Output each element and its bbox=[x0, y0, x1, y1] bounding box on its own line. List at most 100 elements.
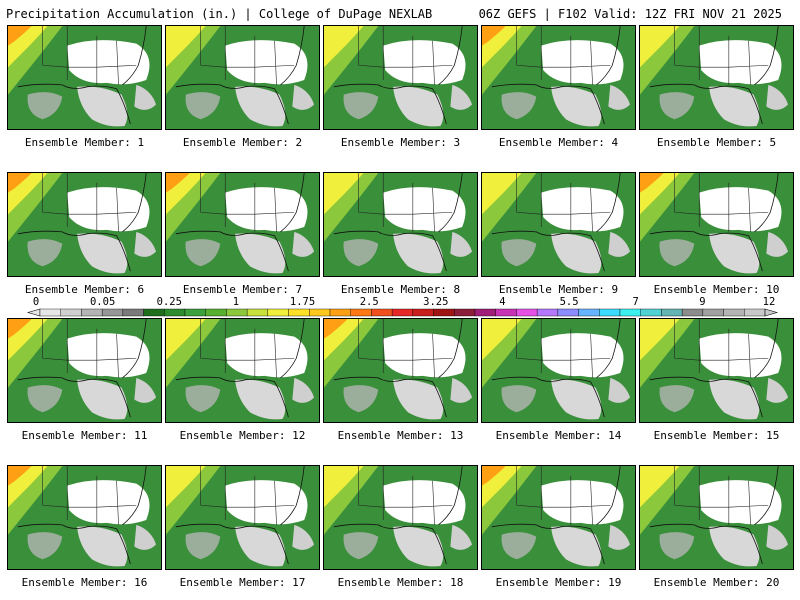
precip-map-20 bbox=[640, 466, 793, 569]
colorbar-swatch bbox=[744, 308, 766, 317]
colorbar-tick-label: 0 bbox=[32, 296, 40, 308]
colorbar-swatch bbox=[288, 308, 310, 317]
colorbar-tick-label: 3.25 bbox=[423, 296, 449, 308]
precip-map-12 bbox=[166, 319, 319, 422]
colorbar-swatch bbox=[578, 308, 600, 317]
colorbar-swatch bbox=[702, 308, 724, 317]
colorbar-tick-label: 4 bbox=[499, 296, 506, 308]
precip-map-1 bbox=[8, 26, 161, 129]
colorbar-tick-label: 2.5 bbox=[359, 296, 379, 308]
colorbar-swatch bbox=[226, 308, 248, 317]
colorbar-swatch bbox=[39, 308, 61, 317]
colorbar-swatch bbox=[81, 308, 103, 317]
precip-map-3 bbox=[324, 26, 477, 129]
ensemble-member-label: Ensemble Member: 20 bbox=[653, 576, 780, 589]
precip-map-10 bbox=[640, 173, 793, 276]
colorbar-swatch bbox=[723, 308, 745, 317]
colorbar-swatch bbox=[101, 308, 124, 317]
colorbar-swatch bbox=[681, 308, 704, 317]
precip-map-4 bbox=[482, 26, 635, 129]
precip-map-14 bbox=[482, 319, 635, 422]
colorbar-tick-label: 0.25 bbox=[156, 296, 182, 308]
precip-map-19 bbox=[482, 466, 635, 569]
colorbar-max-arrow bbox=[764, 308, 779, 317]
ensemble-panel-20 bbox=[639, 465, 794, 570]
ensemble-panel-19 bbox=[481, 465, 636, 570]
ensemble-member-label: Ensemble Member: 7 bbox=[182, 283, 303, 296]
ensemble-panel-17 bbox=[165, 465, 320, 570]
colorbar-tick-label: 7 bbox=[632, 296, 639, 308]
ensemble-panel-12 bbox=[165, 318, 320, 423]
colorbar-swatch bbox=[371, 308, 393, 317]
colorbar-min-arrow bbox=[26, 308, 41, 317]
ensemble-member-label: Ensemble Member: 12 bbox=[179, 429, 306, 442]
colorbar-swatch bbox=[391, 308, 414, 317]
precip-map-11 bbox=[8, 319, 161, 422]
precip-map-5 bbox=[640, 26, 793, 129]
precip-map-2 bbox=[166, 26, 319, 129]
ensemble-member-label: Ensemble Member: 6 bbox=[24, 283, 145, 296]
colorbar-swatch bbox=[433, 308, 455, 317]
colorbar-swatch bbox=[184, 308, 206, 317]
ensemble-member-label: Ensemble Member: 8 bbox=[340, 283, 461, 296]
colorbar-swatch bbox=[599, 308, 621, 317]
colorbar-swatch bbox=[246, 308, 269, 317]
colorbar-swatch bbox=[60, 308, 82, 317]
colorbar-swatch bbox=[516, 308, 538, 317]
colorbar-swatch bbox=[122, 308, 144, 317]
ensemble-panel-15 bbox=[639, 318, 794, 423]
colorbar-tick-label: 12 bbox=[762, 296, 776, 308]
colorbar-swatch bbox=[143, 308, 165, 317]
map-title: Precipitation Accumulation (in.) | Colle… bbox=[6, 7, 433, 21]
ensemble-panel-13 bbox=[323, 318, 478, 423]
ensemble-member-label: Ensemble Member: 14 bbox=[495, 429, 622, 442]
ensemble-panel-7 bbox=[165, 172, 320, 277]
colorbar-swatch bbox=[619, 308, 641, 317]
precip-map-17 bbox=[166, 466, 319, 569]
ensemble-panel-16 bbox=[7, 465, 162, 570]
colorbar-swatch bbox=[495, 308, 517, 317]
precip-map-13 bbox=[324, 319, 477, 422]
ensemble-panel-11 bbox=[7, 318, 162, 423]
colorbar-tick-label: 1 bbox=[232, 296, 240, 308]
ensemble-member-label: Ensemble Member: 18 bbox=[337, 576, 464, 589]
colorbar-swatch bbox=[164, 308, 186, 317]
colorbar-swatch bbox=[536, 308, 559, 317]
ensemble-member-label: Ensemble Member: 17 bbox=[179, 576, 306, 589]
colorbar-swatch bbox=[640, 308, 662, 317]
colorbar-swatch bbox=[350, 308, 372, 317]
colorbar-tick-label: 0.05 bbox=[89, 296, 116, 308]
colorbar-tick-label: 1.75 bbox=[289, 296, 316, 308]
ensemble-member-label: Ensemble Member: 4 bbox=[498, 136, 619, 149]
ensemble-member-label: Ensemble Member: 2 bbox=[182, 136, 303, 149]
colorbar-swatch bbox=[474, 308, 496, 317]
ensemble-member-label: Ensemble Member: 3 bbox=[340, 136, 461, 149]
precipitation-colorbar bbox=[26, 308, 779, 317]
colorbar-swatch bbox=[205, 308, 227, 317]
ensemble-panel-1 bbox=[7, 25, 162, 130]
colorbar-swatch bbox=[267, 308, 289, 317]
ensemble-panel-5 bbox=[639, 25, 794, 130]
ensemble-panel-4 bbox=[481, 25, 636, 130]
precip-map-6 bbox=[8, 173, 161, 276]
colorbar-tick-label: 9 bbox=[699, 296, 706, 308]
colorbar-swatch bbox=[412, 308, 434, 317]
ensemble-member-label: Ensemble Member: 1 bbox=[24, 136, 145, 149]
precip-map-7 bbox=[166, 173, 319, 276]
ensemble-panel-2 bbox=[165, 25, 320, 130]
ensemble-panel-6 bbox=[7, 172, 162, 277]
colorbar-labels: 0 0.05 0.25 1 1.75 2.5 3.25 4 5.5 7 9 12 bbox=[0, 296, 800, 308]
colorbar-swatch bbox=[454, 308, 476, 317]
ensemble-member-label: Ensemble Member: 19 bbox=[495, 576, 622, 589]
precip-map-9 bbox=[482, 173, 635, 276]
ensemble-member-label: Ensemble Member: 11 bbox=[21, 429, 148, 442]
colorbar-swatch bbox=[661, 308, 683, 317]
precip-map-16 bbox=[8, 466, 161, 569]
colorbar-tick-label: 5.5 bbox=[559, 296, 579, 308]
colorbar-swatch bbox=[557, 308, 579, 317]
ensemble-panel-9 bbox=[481, 172, 636, 277]
ensemble-member-label: Ensemble Member: 13 bbox=[337, 429, 464, 442]
ensemble-panel-3 bbox=[323, 25, 478, 130]
ensemble-member-label: Ensemble Member: 9 bbox=[498, 283, 619, 296]
ensemble-member-label: Ensemble Member: 15 bbox=[653, 429, 780, 442]
